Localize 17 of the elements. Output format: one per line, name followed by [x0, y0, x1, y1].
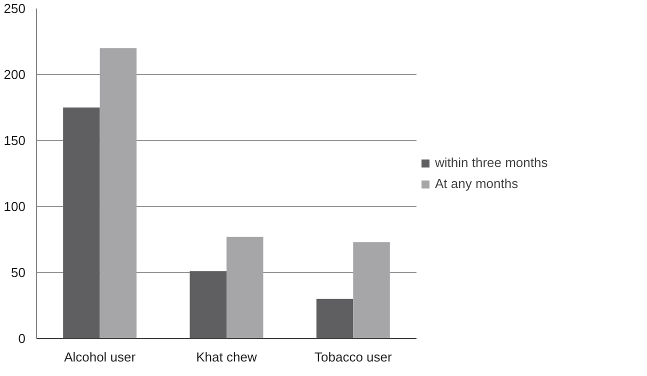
legend-label: At any months: [435, 176, 518, 191]
x-tick-label: Alcohol user: [64, 350, 136, 364]
bar: [226, 236, 264, 338]
y-tick-label: 100: [4, 199, 26, 214]
y-tick-label: 250: [4, 1, 26, 16]
y-tick-label: 200: [4, 67, 26, 82]
legend-label: within three months: [435, 155, 548, 170]
bar: [100, 48, 137, 338]
bar: [353, 242, 390, 338]
bar: [63, 108, 100, 338]
x-tick-label: Tobacco user: [314, 350, 392, 364]
bar: [316, 298, 354, 338]
bar: [190, 271, 226, 338]
y-tick-label: 0: [18, 331, 26, 346]
y-tick-label: 150: [4, 133, 26, 148]
y-tick-label: 50: [11, 265, 26, 280]
x-tick-label: Khat chew: [196, 350, 258, 364]
